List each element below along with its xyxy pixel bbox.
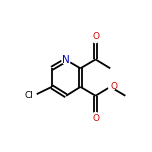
Text: N: N [62, 55, 70, 65]
Text: O: O [92, 32, 99, 41]
Circle shape [92, 113, 99, 119]
Circle shape [24, 90, 36, 102]
Text: O: O [110, 82, 117, 91]
Circle shape [62, 56, 70, 64]
Text: O: O [92, 114, 99, 123]
Circle shape [109, 83, 115, 90]
Text: Cl: Cl [24, 91, 33, 100]
Circle shape [92, 36, 99, 43]
